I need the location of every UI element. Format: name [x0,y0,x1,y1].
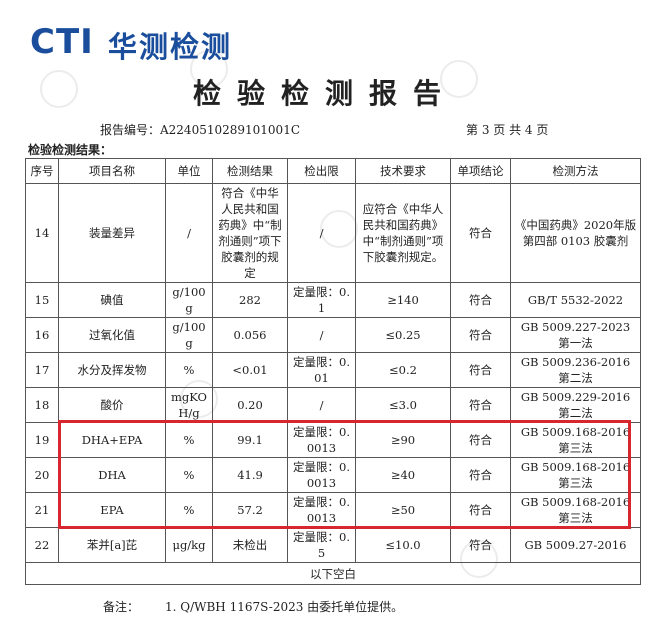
table-cell: 符合 [450,492,511,528]
table-cell: ≥50 [355,492,451,528]
report-title: 检验检测报告 [192,77,457,110]
watermark [190,50,228,88]
results-table: 序号 项目名称 单位 检测结果 检出限 技术要求 单项结论 检测方法 14 装量差异 / 符合《中华… [25,158,641,585]
report-number: 报告编号：A2240510289101001C [100,123,301,137]
table-cell: 16 [25,317,59,353]
table-cell: 符合 [450,387,511,423]
table-cell: 0.20 [212,387,288,423]
table-cell: GB 5009.168-2016 第三法 [510,422,641,458]
table-cell: GB 5009.27-2016 [510,527,641,563]
table-cell: 《中国药典》2020年版 第四部 0103 胶囊剂 [510,183,641,283]
table-cell: 15 [25,282,59,318]
table-cell: 符合 [450,282,511,318]
table-row: 17 水分及挥发物% <0.01 定量限：0.01 ≤0.2 符合 GB 5009.236-… [25,352,641,388]
table-cell: g/100g [165,282,213,318]
table-cell: / [287,387,356,423]
table-cell: ≥40 [355,457,451,493]
table-cell: 定量限：0.01 [287,352,356,388]
table-cell: 17 [25,352,59,388]
table-cell: GB/T 5532-2022 [510,282,641,318]
table-cell: 282 [212,282,288,318]
table-cell: 定量限：0.5 [287,527,356,563]
header-cell: 检测方法 [510,158,641,184]
table-cell: GB 5009.236-2016 第二法 [510,352,641,388]
table-row: 19 DHA+EPA% 99.1 定量限：0.0013 ≥90 符合 GB 5009.168… [25,422,641,458]
table-cell: 22 [25,527,59,563]
table-cell: 0.056 [212,317,288,353]
table-cell: ≥140 [355,282,451,318]
table-cell: / [165,183,213,283]
watermark [440,60,478,98]
table-cell: GB 5009.227-2023 第一法 [510,317,641,353]
table-cell: 19 [25,422,59,458]
table-cell: % [165,422,213,458]
table-cell: 符合 [450,457,511,493]
table-cell: ≤3.0 [355,387,451,423]
table-cell: 20 [25,457,59,493]
table-row: 14 装量差异 / 符合《中华人民共和国药典》中“制剂通则”项下胶囊剂的规定 / 应符合《… [25,183,641,283]
table-cell: 未检出 [212,527,288,563]
table-cell: 定量限：0.1 [287,282,356,318]
table-cell: g/100g [165,317,213,353]
table-cell: μg/kg [165,527,213,563]
header-cell: 序号 [25,158,59,184]
header-cell: 单项结论 [450,158,511,184]
table-row: 21 EPA% 57.2 定量限：0.0013 ≥50 符合 GB 5009.168-201… [25,492,641,528]
section-title: 检验检测结果： [28,143,113,157]
table-cell: 水分及挥发物 [58,352,166,388]
table-row: 18 酸价 mgKOH/g 0.20/≤3.0 符合 GB 5009.229-2016 第… [25,387,641,423]
table-cell: 符合 [450,527,511,563]
table-cell: 14 [25,183,59,283]
table-cell: 过氧化值 [58,317,166,353]
table-cell: 符合 [450,422,511,458]
notes-label: 备注： [103,600,140,614]
table-cell: % [165,457,213,493]
table-cell: 符合《中华人民共和国药典》中“制剂通则”项下胶囊剂的规定 [212,183,288,283]
table-row: 15 碘值 g/100g 282 定量限：0.1 ≥140 符合 GB/T 5532-2022 [25,282,641,318]
watermark [40,70,78,108]
table-cell: <0.01 [212,352,288,388]
table-cell: % [165,352,213,388]
header-cell: 检测结果 [212,158,288,184]
table-cell: 57.2 [212,492,288,528]
table-cell: mgKOH/g [165,387,213,423]
table-cell: 苯并[a]芘 [58,527,166,563]
header-cell: 检出限 [287,158,356,184]
table-cell: 定量限：0.0013 [287,492,356,528]
logo-mark: CTI [30,22,94,62]
table-cell: ≤0.2 [355,352,451,388]
table-cell: 碘值 [58,282,166,318]
table-cell: 装量差异 [58,183,166,283]
table-row: 20 DHA% 41.9 定量限：0.0013 ≥40 符合 GB 5009.168-201… [25,457,641,493]
header-row: 序号 项目名称 单位 检测结果 检出限 技术要求 单项结论 检测方法 [25,158,641,184]
table-row: 16 过氧化值 g/100g 0.056/≤0.25 符合 GB 5009.227-202… [25,317,641,353]
table-cell: ≤10.0 [355,527,451,563]
table-cell: / [287,317,356,353]
table-cell: GB 5009.229-2016 第二法 [510,387,641,423]
page-number: 第 3 页 共 4 页 [466,123,549,137]
table-cell: 21 [25,492,59,528]
table-cell: 符合 [450,352,511,388]
table-cell: 符合 [450,183,511,283]
table-cell: 应符合《中华人民共和国药典》中“制剂通则”项下胶囊剂规定。 [355,183,451,283]
table-cell: 定量限：0.0013 [287,457,356,493]
header-cell: 项目名称 [58,158,166,184]
table-cell: 99.1 [212,422,288,458]
table-cell: ≤0.25 [355,317,451,353]
header-cell: 技术要求 [355,158,451,184]
table-cell: 酸价 [58,387,166,423]
footer-cell: 以下空白 [25,562,641,585]
table-cell: GB 5009.168-2016 第三法 [510,457,641,493]
highlight-box [58,420,631,529]
header-cell: 单位 [165,158,213,184]
table-row: 22 苯并[a]芘 μg/kg 未检出 定量限：0.5 ≤10.0 符合 GB 5009.27… [25,527,641,563]
logo-name: 华测检测 [108,30,233,64]
table-cell: 符合 [450,317,511,353]
table-cell: / [287,183,356,283]
table-cell: 18 [25,387,59,423]
notes-text: 1. Q/WBH 1167S-2023 由委托单位提供。 [165,600,404,614]
footer-row: 以下空白 [25,562,641,585]
